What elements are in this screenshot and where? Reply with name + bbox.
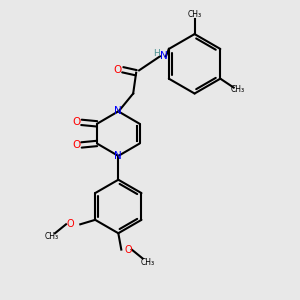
Text: O: O (72, 117, 80, 128)
Text: CH₃: CH₃ (45, 232, 59, 241)
Text: N: N (160, 51, 168, 62)
Text: CH₃: CH₃ (231, 85, 245, 94)
Text: O: O (66, 219, 74, 229)
Text: O: O (113, 65, 122, 75)
Text: O: O (124, 244, 132, 255)
Text: CH₃: CH₃ (188, 10, 202, 19)
Text: H: H (154, 50, 160, 58)
Text: O: O (72, 140, 80, 150)
Text: N: N (114, 151, 122, 161)
Text: CH₃: CH₃ (141, 258, 155, 267)
Text: N: N (114, 106, 122, 116)
